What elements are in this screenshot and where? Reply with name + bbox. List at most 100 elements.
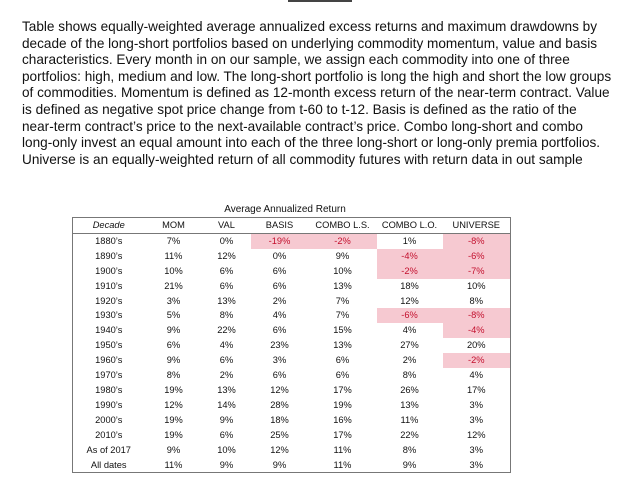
table-row: As of 2017 9% 10% 12% 11% 8% 3% bbox=[73, 443, 511, 458]
cell-combo-ls: 15% bbox=[333, 325, 352, 336]
cell-combo-ls: 13% bbox=[333, 280, 352, 291]
cell-val: 13% bbox=[217, 384, 236, 395]
cell-mom: 9% bbox=[166, 355, 181, 366]
cell-mom: 3% bbox=[166, 295, 181, 306]
cell-basis: 6% bbox=[272, 370, 287, 381]
cell-universe: 8% bbox=[469, 295, 483, 306]
cell-combo-ls: -2% bbox=[308, 233, 377, 249]
table-header-row: Decade MOM VAL BASIS COMBO L.S. COMBO L.… bbox=[72, 217, 511, 234]
cell-val: 6% bbox=[219, 429, 234, 440]
header-combo-lo: COMBO L.O. bbox=[376, 217, 443, 234]
table-row: 1930’s 5% 8% 4% 7% -6% -8% bbox=[73, 308, 511, 324]
cell-decade: 1900’s bbox=[95, 265, 123, 276]
cell-universe: 3% bbox=[469, 399, 483, 410]
cell-universe: 20% bbox=[466, 340, 486, 351]
cell-basis: 4% bbox=[272, 310, 287, 321]
cell-val: 6% bbox=[219, 280, 234, 291]
table-row: 1980’s 19% 13% 12% 17% 26% 17% bbox=[73, 383, 511, 398]
cell-combo-ls: 11% bbox=[333, 459, 352, 470]
cell-val: 4% bbox=[219, 340, 234, 351]
cell-universe: -2% bbox=[442, 353, 511, 369]
table-row: 1950’s 6% 4% 23% 13% 27% 20% bbox=[73, 338, 511, 353]
table-caption: Average Annualized Return bbox=[224, 204, 346, 215]
cell-combo-ls: 6% bbox=[335, 355, 350, 366]
header-mom: MOM bbox=[144, 217, 203, 234]
cell-combo-lo: 9% bbox=[402, 459, 417, 470]
cell-mom: 6% bbox=[166, 340, 181, 351]
table-row: 2010’s 19% 6% 25% 17% 22% 12% bbox=[73, 428, 511, 443]
cell-combo-ls: 10% bbox=[333, 265, 352, 276]
cell-decade: 1940’s bbox=[95, 325, 123, 336]
cell-combo-lo: 18% bbox=[400, 280, 419, 291]
cell-combo-lo: 11% bbox=[400, 414, 419, 425]
header-decade: Decade bbox=[72, 217, 145, 234]
cell-decade: 1890’s bbox=[95, 250, 123, 261]
cell-basis: 9% bbox=[272, 459, 287, 470]
cell-mom: 9% bbox=[166, 325, 181, 336]
cell-val: 8% bbox=[219, 310, 234, 321]
cell-combo-lo: -6% bbox=[376, 308, 443, 324]
header-rule bbox=[288, 0, 352, 2]
cell-combo-ls: 17% bbox=[333, 429, 352, 440]
header-basis: BASIS bbox=[250, 217, 309, 234]
cell-combo-ls: 6% bbox=[335, 370, 350, 381]
cell-universe: 3% bbox=[469, 414, 483, 425]
cell-basis: 0% bbox=[272, 250, 287, 261]
cell-mom: 19% bbox=[164, 429, 183, 440]
cell-basis: -19% bbox=[250, 233, 309, 249]
cell-combo-lo: -2% bbox=[376, 263, 443, 279]
cell-basis: 6% bbox=[272, 325, 287, 336]
table-row: 1990’s 12% 14% 28% 19% 13% 3% bbox=[73, 398, 511, 413]
cell-basis: 23% bbox=[270, 340, 289, 351]
cell-combo-ls: 19% bbox=[333, 399, 352, 410]
cell-combo-ls: 9% bbox=[335, 250, 350, 261]
cell-val: 0% bbox=[219, 235, 234, 246]
cell-basis: 3% bbox=[272, 355, 287, 366]
cell-universe: 3% bbox=[469, 444, 483, 455]
cell-combo-lo: 12% bbox=[400, 295, 419, 306]
table-row: 1920’s 3% 13% 2% 7% 12% 8% bbox=[73, 294, 511, 309]
cell-basis: 18% bbox=[270, 414, 289, 425]
header-universe: UNIVERSE bbox=[442, 217, 511, 234]
cell-val: 9% bbox=[219, 414, 234, 425]
table-row: 1910’s 21% 6% 6% 13% 18% 10% bbox=[73, 279, 511, 294]
cell-decade: 1920’s bbox=[95, 295, 123, 306]
cell-mom: 12% bbox=[164, 399, 183, 410]
cell-decade: As of 2017 bbox=[86, 444, 131, 455]
cell-decade: 2000’s bbox=[95, 414, 123, 425]
cell-val: 6% bbox=[219, 355, 234, 366]
header-val: VAL bbox=[202, 217, 251, 234]
cell-combo-ls: 11% bbox=[333, 444, 352, 455]
cell-val: 13% bbox=[217, 295, 236, 306]
returns-table-container: Average Annualized Return Decade MOM VAL… bbox=[72, 204, 511, 474]
cell-combo-ls: 16% bbox=[333, 414, 352, 425]
cell-decade: 1990’s bbox=[95, 399, 123, 410]
cell-universe: 3% bbox=[469, 459, 483, 470]
table-row: 1970’s 8% 2% 6% 6% 8% 4% bbox=[73, 368, 511, 383]
cell-decade: 2010’s bbox=[95, 429, 123, 440]
cell-basis: 25% bbox=[270, 429, 289, 440]
cell-basis: 12% bbox=[270, 384, 289, 395]
cell-val: 10% bbox=[217, 444, 236, 455]
cell-combo-lo: 1% bbox=[402, 235, 417, 246]
cell-universe: 17% bbox=[466, 384, 486, 395]
table-row: 1900’s 10% 6% 6% 10% -2% -7% bbox=[73, 263, 511, 279]
header-combo-ls: COMBO L.S. bbox=[308, 217, 377, 234]
table-row: 1940’s 9% 22% 6% 15% 4% -4% bbox=[73, 323, 511, 339]
cell-combo-lo: 8% bbox=[402, 370, 417, 381]
cell-mom: 10% bbox=[164, 265, 183, 276]
cell-combo-lo: 2% bbox=[402, 355, 417, 366]
cell-mom: 19% bbox=[164, 414, 183, 425]
cell-combo-lo: -4% bbox=[376, 248, 443, 264]
cell-basis: 12% bbox=[270, 444, 289, 455]
cell-val: 6% bbox=[219, 265, 234, 276]
cell-decade: 1880’s bbox=[95, 235, 123, 246]
cell-universe: -8% bbox=[442, 308, 511, 324]
cell-combo-lo: 8% bbox=[402, 444, 417, 455]
cell-combo-ls: 13% bbox=[333, 340, 352, 351]
cell-combo-lo: 22% bbox=[400, 429, 419, 440]
table-row: 1880’s 7% 0% -19% -2% 1% -8% bbox=[73, 233, 511, 249]
cell-val: 14% bbox=[217, 399, 236, 410]
cell-val: 22% bbox=[217, 325, 236, 336]
cell-basis: 28% bbox=[270, 399, 289, 410]
